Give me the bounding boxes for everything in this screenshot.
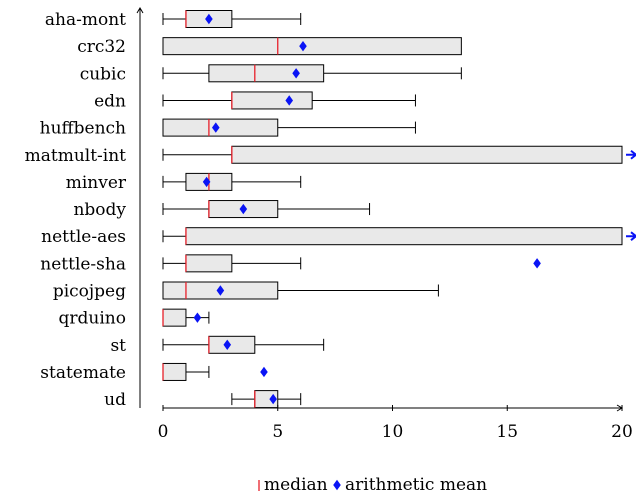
box-row-matmult-int <box>162 145 636 164</box>
mean-marker <box>269 393 277 405</box>
mean-marker <box>193 312 202 323</box>
box-row-huffbench <box>162 118 416 137</box>
iqr-box <box>162 308 187 327</box>
iqr-box <box>185 254 233 273</box>
box-row-edn <box>162 91 416 110</box>
box-row-ud <box>231 390 302 409</box>
iqr-box <box>185 227 623 246</box>
box-row-st <box>162 335 325 354</box>
mean-offscale-arrow <box>626 231 636 241</box>
iqr-box <box>162 362 187 381</box>
box-row-qrduino <box>162 308 210 327</box>
box-row-statemate <box>162 362 268 381</box>
box-row-picojpeg <box>162 281 439 300</box>
category-label: qrduino <box>59 309 126 329</box>
box-row-nettle-aes <box>162 227 636 246</box>
legend-mean-marker <box>333 479 341 491</box>
x-tick-label: 5 <box>272 422 283 442</box>
iqr-box <box>231 145 623 164</box>
x-tick-label: 0 <box>158 422 169 442</box>
box-row-crc32 <box>162 37 462 56</box>
category-label: statemate <box>40 363 126 383</box>
category-label: edn <box>94 91 126 111</box>
legend-mean-label: arithmetic mean <box>345 475 487 495</box>
x-tick-label: 15 <box>496 422 518 442</box>
mean-marker <box>202 176 211 188</box>
legend-median-label: median <box>264 475 328 495</box>
category-labels: aha-mont crc32 cubic edn huffbench matmult-in… <box>25 10 127 410</box>
mean-marker <box>223 339 232 350</box>
iqr-box <box>162 37 462 56</box>
category-label: matmult-int <box>25 146 127 166</box>
category-label: crc32 <box>77 37 126 57</box>
x-tick-label: 10 <box>382 422 404 442</box>
x-tick-label: 20 <box>611 422 633 442</box>
mean-marker <box>211 122 220 133</box>
mean-marker <box>205 13 213 25</box>
mean-marker <box>216 285 225 296</box>
iqr-box <box>208 335 256 354</box>
category-label: nettle-sha <box>40 254 126 274</box>
legend: median arithmetic mean <box>258 475 487 495</box>
mean-marker <box>533 258 541 269</box>
box-row-minver <box>162 172 302 191</box>
mean-marker <box>292 68 300 79</box>
category-label: minver <box>66 173 127 193</box>
x-axis-ticks: 0 5 10 15 20 <box>158 405 633 442</box>
category-label: nbody <box>73 200 126 220</box>
category-label: aha-mont <box>45 10 126 30</box>
mean-marker <box>239 203 248 215</box>
mean-offscale-arrow <box>626 149 636 160</box>
category-label: cubic <box>80 64 126 84</box>
mean-marker <box>299 40 307 52</box>
y-axis-arrowhead <box>136 7 144 14</box>
iqr-box <box>162 118 279 137</box>
mean-marker <box>260 366 268 378</box>
category-label: picojpeg <box>53 282 126 302</box>
category-label: huffbench <box>40 119 126 139</box>
iqr-box <box>208 64 325 83</box>
box-row-nbody <box>162 200 371 219</box>
plot-area <box>136 7 636 412</box>
box-row-nettle-sha <box>162 254 541 273</box>
mean-marker <box>285 95 294 106</box>
category-label: st <box>110 336 126 356</box>
category-label: ud <box>104 390 126 410</box>
category-label: nettle-aes <box>41 227 126 247</box>
box-row-cubic <box>162 64 462 83</box>
iqr-box <box>231 91 313 110</box>
box-row-aha-mont <box>162 10 302 28</box>
